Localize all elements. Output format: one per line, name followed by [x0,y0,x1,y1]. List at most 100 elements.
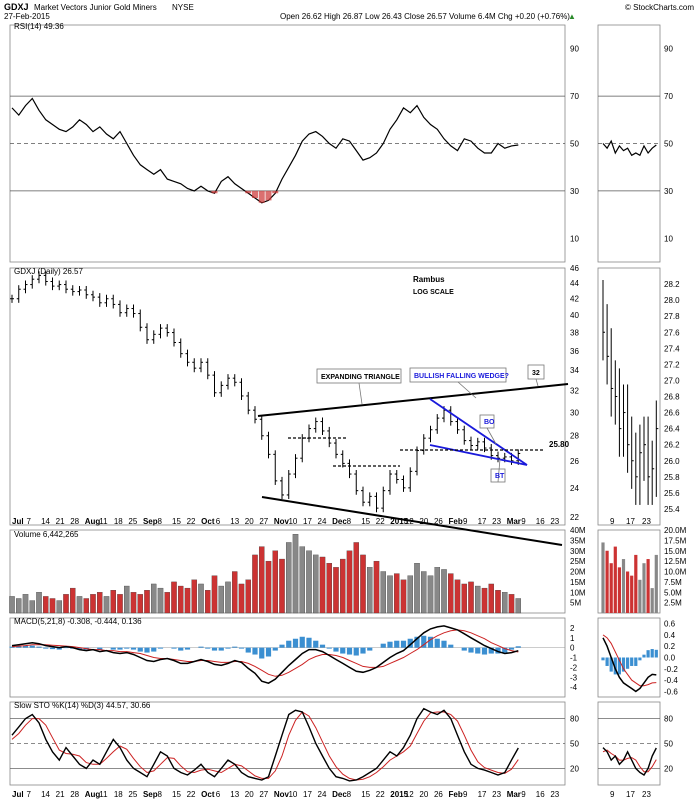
macd-histogram-bar [380,643,386,648]
macd-side-histogram-bar [642,654,646,658]
target-label: 32 [532,370,540,377]
volume-side-y-tick: 10.0M [664,568,687,577]
macd-side-histogram-bar [626,657,630,669]
macd-histogram-bar [367,647,373,651]
volume-title: Volume 6,442,265 [14,530,79,539]
volume-bar [488,583,494,614]
volume-bar [319,556,326,614]
volume-y-tick: 10M [570,588,586,597]
macd-side-y-tick: 0.0 [664,654,676,663]
price-x-tick: Mar [507,517,521,526]
bottom-x-tick: 22 [376,790,385,799]
macd-histogram-bar [49,647,56,650]
macd-histogram-bar [218,647,224,651]
volume-bar [15,598,22,614]
volume-bar [373,560,380,614]
volume-bar [124,585,130,614]
volume-bar [414,563,420,614]
macd-histogram-bar [130,647,137,650]
macd-histogram-bar [306,637,312,648]
macd-side-y-tick: 0.2 [664,642,676,651]
macd-histogram-bar [340,647,346,654]
sto-side-y-tick: 20 [664,764,673,773]
macd-side-histogram-bar [646,650,650,658]
volume-bar [83,598,90,614]
macd-histogram-bar [333,647,339,652]
volume-bar [238,583,245,614]
macd-histogram-bar [292,638,299,648]
volume-bar [29,600,35,614]
macd-side-y-tick: 0.4 [664,631,676,640]
macd-y-tick: -3 [570,673,578,682]
macd-histogram-bar [286,640,292,648]
price-side-y-tick: 28.2 [664,280,680,289]
bottom-x-tick: Dec [332,790,347,799]
bottom-x-tick: 23 [492,790,501,799]
macd-side-histogram-bar [617,657,621,675]
bottom-x-tick: 21 [56,790,65,799]
price-x-tick: 21 [56,517,65,526]
bottom-x-tick: Oct [201,790,215,799]
macd-histogram-bar [434,638,440,648]
price-y-tick: 42 [570,295,579,304]
price-panel-frame [9,267,566,526]
macd-histogram-bar [319,644,326,648]
macd-side-y-tick: 0.6 [664,620,676,629]
volume-bar [258,546,265,614]
rsi-oversold-fill [245,190,252,194]
rambus-label: Rambus [413,275,445,284]
rsi-line [11,97,519,204]
security-name: Market Vectors Junior Gold Miners [34,3,157,12]
macd-histogram-bar [360,647,366,654]
volume-bar [346,550,353,614]
bottom-x-tick: 23 [550,790,559,799]
bottom-x-tick: 24 [318,790,327,799]
price-x-tick: 10 [288,517,297,526]
backtest-label: BT [495,473,505,480]
price-side-y-tick: 25.6 [664,489,680,498]
bottom-x-tick: 17 [303,790,312,799]
macd-histogram-bar [36,646,42,648]
bottom-side-x-tick: 17 [626,790,635,799]
macd-histogram-bar [400,640,407,648]
rsi-y-tick: 50 [570,140,579,149]
volume-bar [515,598,522,614]
volume-bar [177,585,184,614]
bottom-x-tick: 8 [158,790,163,799]
rsi-side-y-tick: 10 [664,234,673,243]
price-x-tick: Sep [143,517,158,526]
macd-y-tick: -4 [570,683,578,692]
wedge-label: BULLISH FALLING WEDGE? [414,373,509,380]
bottom-x-tick: Feb [449,790,463,799]
triangle-lower-trendline [261,496,563,546]
log-scale-label: LOG SCALE [413,289,454,296]
volume-bar [339,558,346,614]
price-x-tick: 18 [114,517,123,526]
sto-y-tick: 50 [570,740,579,749]
volume-bar [90,594,96,614]
breakout-label-pointer [486,427,497,445]
price-x-tick: 27 [259,517,268,526]
volume-bar [117,594,123,614]
macd-signal-line [11,629,519,677]
volume-side-y-tick: 17.5M [664,536,687,545]
price-x-tick: 17 [303,517,312,526]
price-x-tick: 2015 [390,517,408,526]
rsi-oversold-fill [272,190,279,194]
price-x-tick: 15 [172,517,181,526]
volume-bar [299,546,305,614]
volume-bar [204,590,211,614]
macd-histogram-bar [414,636,420,648]
macd-histogram-bar [313,640,319,648]
breakout-label: BO [484,419,495,426]
macd-side-histogram-bar [650,649,654,658]
volume-bar [211,575,218,614]
macd-histogram-bar [502,647,508,653]
macd-histogram-bar [495,647,501,654]
level-label: 25.80 [549,440,570,449]
price-x-tick: Nov [274,517,290,526]
price-x-tick: 16 [536,517,545,526]
macd-side-panel-frame [597,617,661,698]
volume-bar [110,590,117,614]
macd-histogram-bar [326,647,332,649]
